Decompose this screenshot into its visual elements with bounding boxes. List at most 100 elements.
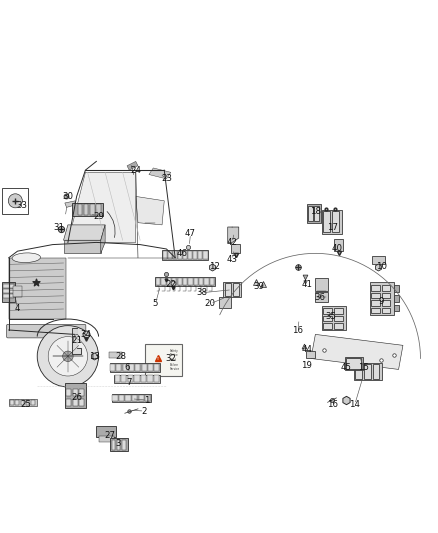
Bar [84, 204, 88, 215]
Text: 41: 41 [301, 279, 312, 288]
Bar [96, 204, 101, 215]
Text: 9: 9 [378, 297, 384, 306]
Bar [322, 306, 346, 330]
Bar [115, 375, 120, 382]
Text: 45: 45 [340, 363, 352, 372]
Bar [121, 375, 127, 382]
Bar [394, 304, 399, 311]
Bar [162, 251, 166, 259]
Bar [307, 204, 321, 223]
Bar [65, 383, 86, 408]
Bar [72, 203, 103, 216]
Bar [323, 211, 330, 232]
Bar [168, 251, 172, 259]
Bar [198, 251, 202, 259]
Bar [172, 278, 177, 285]
Bar [306, 351, 315, 359]
Bar [372, 255, 385, 264]
Bar [334, 239, 343, 251]
Bar [354, 363, 382, 381]
Text: 21: 21 [71, 336, 82, 345]
Bar [355, 364, 362, 379]
Bar [10, 400, 14, 405]
Bar [314, 206, 319, 221]
Text: 14: 14 [349, 400, 360, 409]
Text: 17: 17 [327, 223, 339, 231]
Bar [26, 400, 29, 405]
Bar [119, 395, 124, 401]
Text: 31: 31 [53, 223, 65, 231]
Bar [370, 282, 394, 314]
Bar [155, 277, 215, 286]
Text: !: ! [157, 357, 159, 361]
Bar [154, 375, 159, 382]
Bar [161, 278, 166, 285]
Bar [112, 440, 115, 449]
Bar [79, 399, 84, 406]
Bar [315, 292, 328, 302]
Text: 16: 16 [292, 326, 304, 335]
Bar [334, 316, 343, 321]
Text: 6: 6 [124, 363, 130, 372]
Polygon shape [68, 172, 136, 243]
Bar [154, 364, 159, 371]
Bar [345, 357, 363, 370]
Bar [3, 294, 14, 298]
Bar [135, 364, 140, 371]
Bar [231, 244, 240, 253]
Bar [3, 289, 14, 293]
Bar [199, 278, 203, 285]
Bar [78, 204, 82, 215]
Text: 29: 29 [93, 212, 104, 221]
Text: Safety: Safety [170, 349, 179, 353]
Bar [382, 300, 390, 306]
Polygon shape [64, 240, 101, 253]
Bar [122, 440, 126, 449]
Bar [2, 282, 15, 302]
Text: 23: 23 [161, 174, 172, 183]
Text: 36: 36 [314, 293, 325, 302]
Polygon shape [149, 168, 171, 179]
Bar [225, 283, 231, 296]
Bar [141, 375, 146, 382]
Bar [332, 211, 339, 232]
Text: 19: 19 [301, 360, 312, 369]
Bar [117, 440, 120, 449]
Text: Read: Read [170, 358, 177, 362]
Bar [15, 400, 19, 405]
Polygon shape [101, 225, 105, 253]
Bar [110, 363, 160, 372]
Bar [188, 278, 193, 285]
Text: 27: 27 [104, 431, 115, 440]
Bar [193, 251, 197, 259]
Bar [183, 251, 187, 259]
Bar [145, 344, 182, 376]
Bar [9, 399, 37, 406]
Bar [141, 364, 147, 371]
Bar [66, 399, 71, 406]
Bar [371, 293, 380, 298]
Circle shape [63, 351, 73, 361]
Bar [112, 395, 117, 401]
Bar [114, 375, 160, 383]
Text: 43: 43 [226, 255, 238, 264]
Bar [323, 316, 332, 321]
Text: 47: 47 [185, 229, 196, 238]
Circle shape [8, 194, 22, 208]
Text: 30: 30 [62, 192, 74, 201]
Text: 1: 1 [144, 395, 149, 405]
Polygon shape [127, 161, 138, 170]
Bar [223, 282, 241, 297]
Text: 13: 13 [88, 352, 100, 361]
Bar [99, 437, 114, 442]
Bar [203, 251, 208, 259]
Polygon shape [228, 227, 239, 243]
Bar [31, 400, 35, 405]
Bar [334, 308, 343, 314]
Bar [123, 364, 128, 371]
Text: 3: 3 [116, 439, 121, 448]
Bar [117, 364, 121, 371]
Bar [148, 364, 153, 371]
Text: 22: 22 [165, 279, 177, 288]
Bar [373, 364, 379, 379]
